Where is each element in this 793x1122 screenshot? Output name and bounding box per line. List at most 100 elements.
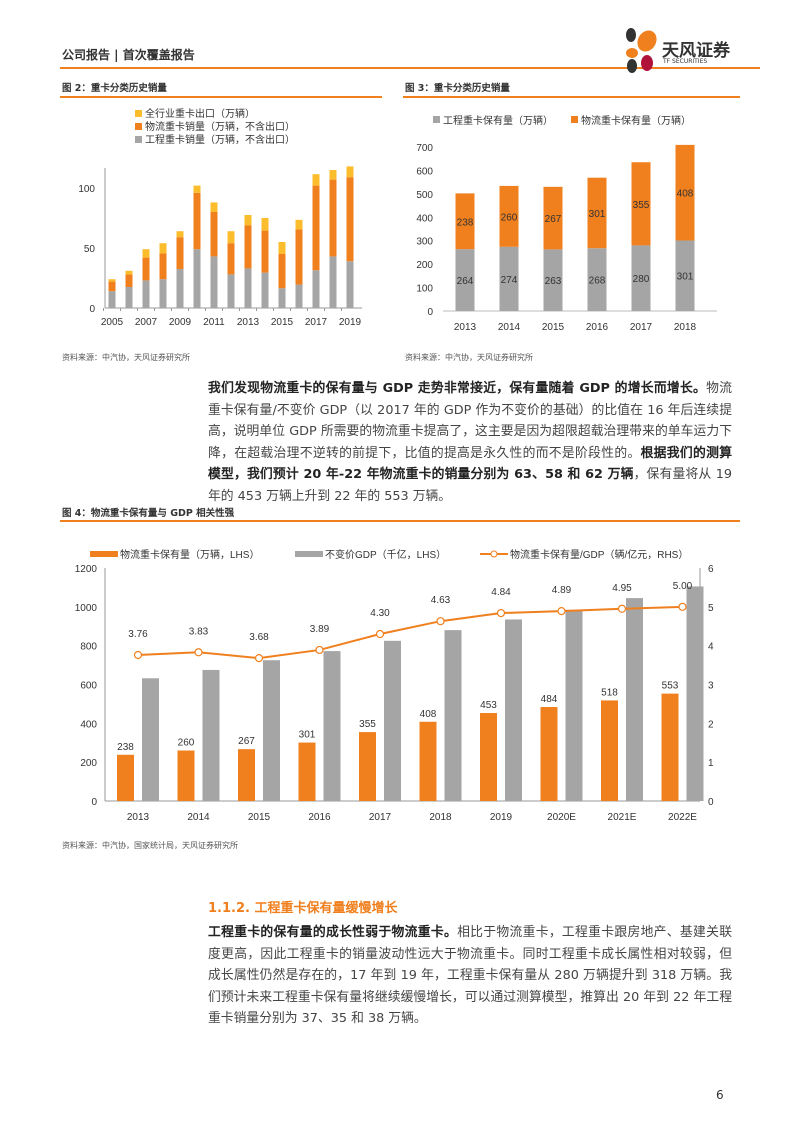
y-tick-label: 300 bbox=[416, 237, 433, 248]
analysis-paragraph: 我们发现物流重卡的保有量与 GDP 走势非常接近，保有量随着 GDP 的增长而增… bbox=[208, 378, 732, 508]
bar-data-label: 355 bbox=[359, 719, 376, 730]
bar-2008 bbox=[159, 279, 167, 308]
logo-subtext: TF SECURITIES bbox=[663, 58, 708, 65]
para1-bold-1: 我们发现物流重卡的保有量与 GDP 走势非常接近，保有量随着 GDP 的增长而增… bbox=[208, 381, 707, 396]
bar-2013 bbox=[244, 225, 252, 269]
legend-swatch bbox=[135, 110, 142, 117]
x-tick-label: 2017 bbox=[305, 317, 328, 328]
bar-2018 bbox=[675, 144, 695, 241]
fig4-title-underline bbox=[60, 520, 740, 522]
bar-data-label: 260 bbox=[178, 738, 195, 749]
ratio-point-2018 bbox=[436, 617, 445, 626]
bar-2017 bbox=[312, 174, 320, 186]
bar-data-label: 408 bbox=[420, 709, 437, 720]
bar-2019 bbox=[346, 166, 354, 178]
bar-2009 bbox=[176, 237, 184, 269]
data-label: 264 bbox=[457, 276, 474, 287]
fig2-title-underline bbox=[60, 96, 382, 98]
y-tick-label-right: 0 bbox=[708, 797, 714, 808]
bar-data-label: 267 bbox=[238, 736, 255, 747]
ratio-point-2017 bbox=[375, 629, 385, 639]
bar-2017 bbox=[312, 185, 320, 271]
bar-2015 bbox=[278, 288, 286, 308]
bar-2012 bbox=[227, 274, 235, 308]
logistics-bar-2021E bbox=[601, 700, 618, 801]
legend-swatch bbox=[295, 551, 323, 557]
logistics-bar-2014 bbox=[177, 750, 195, 801]
gdp-bar-2022E bbox=[686, 586, 704, 801]
bar-2018 bbox=[329, 179, 337, 257]
bar-2011 bbox=[210, 202, 218, 212]
bar-2010 bbox=[193, 192, 201, 250]
bar-data-label: 453 bbox=[480, 700, 497, 711]
x-tick-label: 2019 bbox=[339, 317, 362, 328]
header-divider bbox=[60, 67, 760, 69]
bar-data-label: 553 bbox=[662, 681, 679, 692]
legend-marker bbox=[490, 550, 498, 558]
legend-label: 工程重卡保有量（万辆） bbox=[443, 114, 553, 127]
bar-2005 bbox=[108, 291, 116, 308]
logistics-bar-2018 bbox=[419, 721, 437, 801]
y-tick-label-left: 0 bbox=[91, 797, 97, 808]
y-tick-label-right: 3 bbox=[708, 681, 714, 692]
legend-label: 物流重卡销量（万辆，不含出口） bbox=[145, 120, 295, 133]
bar-2013 bbox=[455, 249, 475, 311]
data-label: 238 bbox=[457, 217, 474, 228]
x-tick-label: 2016 bbox=[586, 322, 609, 333]
line-data-label: 4.84 bbox=[491, 587, 511, 598]
fig4-title: 图 4：物流重卡保有量与 GDP 相关性强 bbox=[62, 508, 235, 519]
bar-2018 bbox=[675, 240, 695, 311]
y-tick-label: 50 bbox=[84, 244, 96, 255]
fig2-title: 图 2：重卡分类历史销量 bbox=[62, 83, 167, 94]
logistics-bar-2022E bbox=[661, 693, 679, 801]
bar-2015 bbox=[543, 249, 563, 311]
line-data-label: 4.63 bbox=[431, 595, 451, 606]
bar-2016 bbox=[295, 219, 303, 230]
logo-petals-icon bbox=[626, 28, 657, 73]
ratio-point-2021E bbox=[617, 604, 627, 613]
y-tick-label-left: 1200 bbox=[75, 564, 98, 575]
y-tick-label: 400 bbox=[416, 213, 433, 224]
line-data-label: 5.00 bbox=[673, 581, 693, 592]
bar-2016 bbox=[587, 177, 607, 249]
page-number: 6 bbox=[716, 1088, 724, 1102]
y-tick-label-right: 1 bbox=[708, 758, 714, 769]
gdp-bar-2020E bbox=[565, 609, 583, 801]
x-tick-label: 2015 bbox=[248, 812, 271, 823]
data-label: 408 bbox=[677, 189, 694, 200]
gdp-bar-2021E bbox=[626, 598, 643, 801]
x-tick-label: 2015 bbox=[271, 317, 294, 328]
data-label: 355 bbox=[633, 200, 650, 211]
fig3-title-underline bbox=[403, 96, 740, 98]
y-tick-label: 100 bbox=[78, 184, 95, 195]
gdp-bar-2016 bbox=[323, 651, 341, 801]
bar-2014 bbox=[261, 230, 269, 273]
y-tick-label-left: 400 bbox=[80, 719, 97, 730]
y-tick-label: 200 bbox=[416, 260, 433, 271]
ratio-point-2016 bbox=[315, 645, 324, 655]
y-tick-label: 700 bbox=[416, 143, 433, 154]
legend-label: 物流重卡保有量（万辆） bbox=[581, 114, 691, 127]
legend-label: 全行业重卡出口（万辆） bbox=[145, 107, 255, 120]
gdp-bar-2015 bbox=[263, 660, 280, 801]
bar-2006 bbox=[125, 270, 133, 275]
bar-2017 bbox=[631, 245, 651, 311]
bar-2017 bbox=[312, 270, 320, 308]
gdp-bar-2017 bbox=[384, 640, 401, 801]
bar-2016 bbox=[295, 284, 303, 308]
bar-2012 bbox=[227, 231, 235, 244]
x-tick-label: 2014 bbox=[187, 812, 210, 823]
gdp-bar-2013 bbox=[142, 678, 159, 801]
tf-securities-logo: 天风证券 TF SECURITIES bbox=[622, 26, 742, 76]
bar-2009 bbox=[176, 269, 184, 308]
gdp-bar-2019 bbox=[505, 619, 522, 801]
x-tick-label: 2017 bbox=[630, 322, 653, 333]
bar-2018 bbox=[329, 256, 337, 308]
legend-label: 不变价GDP（千亿，LHS） bbox=[325, 548, 446, 561]
bar-2013 bbox=[244, 268, 252, 308]
bar-2013 bbox=[244, 215, 252, 226]
ratio-point-2020E bbox=[557, 607, 566, 616]
bar-2011 bbox=[210, 256, 218, 308]
x-tick-label: 2019 bbox=[490, 812, 513, 823]
ratio-point-2015 bbox=[254, 653, 264, 663]
